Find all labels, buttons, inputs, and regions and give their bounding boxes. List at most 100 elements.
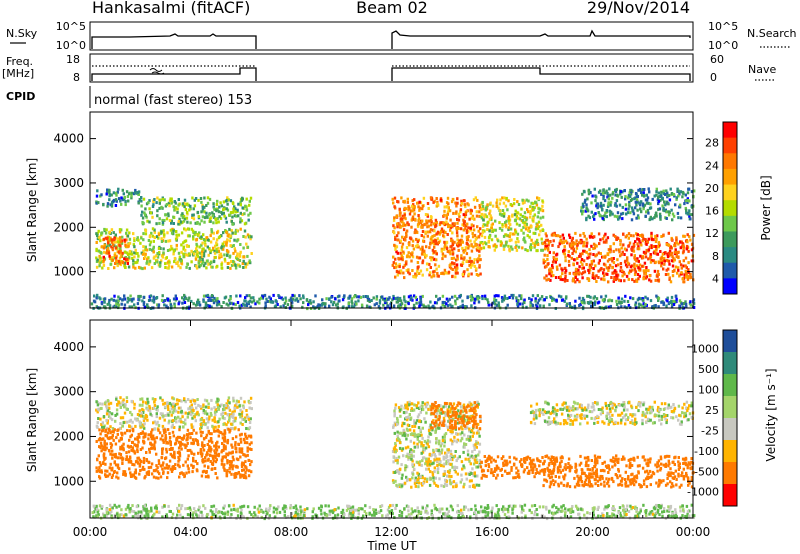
- data-cell: [676, 271, 679, 275]
- data-cell: [424, 255, 427, 259]
- data-cell: [231, 437, 235, 441]
- data-cell: [475, 295, 479, 299]
- data-cell: [630, 248, 634, 252]
- data-cell: [148, 259, 152, 263]
- data-cell: [456, 254, 459, 258]
- data-cell: [410, 259, 413, 263]
- data-cell: [216, 403, 219, 407]
- data-cell: [178, 465, 181, 469]
- data-cell: [623, 299, 626, 303]
- data-cell: [658, 207, 662, 211]
- data-cell: [420, 223, 424, 227]
- data-cell: [477, 229, 480, 233]
- data-cell: [638, 263, 642, 267]
- data-cell: [143, 266, 146, 270]
- data-cell: [459, 227, 463, 231]
- data-cell: [602, 194, 605, 198]
- data-cell: [136, 444, 139, 448]
- data-cell: [642, 191, 645, 195]
- data-cell: [193, 233, 196, 237]
- data-cell: [460, 202, 464, 205]
- data-cell: [443, 244, 447, 247]
- data-cell: [171, 467, 174, 471]
- data-cell: [552, 251, 555, 255]
- data-cell: [207, 402, 210, 406]
- data-cell: [407, 457, 410, 461]
- data-cell: [671, 270, 675, 273]
- data-cell: [660, 300, 663, 304]
- data-cell: [126, 251, 129, 255]
- data-cell: [514, 219, 517, 223]
- data-cell: [435, 258, 438, 262]
- data-cell: [111, 466, 114, 470]
- data-cell: [368, 305, 371, 309]
- data-cell: [568, 236, 572, 239]
- data-cell: [461, 303, 464, 307]
- data-cell: [469, 265, 473, 269]
- data-cell: [201, 258, 204, 261]
- data-cell: [521, 214, 524, 218]
- data-cell: [414, 275, 417, 279]
- data-cell: [121, 462, 124, 465]
- data-cell: [359, 295, 363, 299]
- data-cell: [636, 208, 639, 212]
- data-cell: [686, 199, 690, 202]
- data-cell: [637, 266, 640, 270]
- data-cell: [210, 413, 213, 417]
- data-cell: [212, 202, 215, 206]
- data-cell: [244, 464, 247, 468]
- data-cell: [475, 214, 479, 218]
- data-cell: [660, 195, 663, 199]
- data-cell: [159, 263, 162, 267]
- data-cell: [112, 243, 115, 247]
- data-cell: [211, 424, 214, 428]
- data-cell: [134, 468, 137, 472]
- data-cell: [166, 405, 170, 409]
- data-cell: [178, 451, 181, 455]
- data-cell: [227, 427, 230, 431]
- data-cell: [113, 256, 117, 260]
- data-cell: [560, 295, 563, 299]
- data-cell: [670, 305, 674, 309]
- data-cell: [114, 299, 118, 303]
- data-cell: [133, 443, 136, 447]
- data-cell: [504, 243, 508, 247]
- data-cell: [590, 210, 593, 214]
- data-cell: [603, 298, 606, 302]
- data-cell: [244, 474, 247, 478]
- data-cell: [238, 264, 242, 268]
- data-cell: [143, 426, 146, 430]
- data-cell: [446, 222, 449, 226]
- data-cell: [476, 248, 479, 252]
- data-cell: [114, 233, 117, 237]
- data-cell: [147, 400, 150, 404]
- data-cell: [331, 303, 335, 307]
- data-cell: [441, 303, 444, 307]
- data-cell: [247, 218, 250, 222]
- data-cell: [403, 276, 406, 280]
- data-cell: [228, 418, 231, 422]
- data-cell: [684, 269, 687, 273]
- data-cell: [172, 409, 175, 413]
- data-cell: [424, 305, 428, 309]
- data-cell: [130, 399, 133, 403]
- data-cell: [183, 295, 187, 299]
- data-cell: [202, 294, 206, 298]
- data-cell: [428, 273, 431, 277]
- data-cell: [224, 447, 227, 451]
- data-cell: [585, 263, 588, 266]
- data-cell: [437, 298, 440, 302]
- data-cell: [526, 234, 529, 238]
- data-cell: [172, 453, 176, 457]
- data-cell: [226, 469, 229, 473]
- data-cell: [649, 215, 652, 219]
- data-cell: [416, 265, 419, 269]
- data-cell: [192, 459, 195, 463]
- data-cell: [441, 254, 445, 258]
- data-cell: [468, 264, 471, 267]
- data-cell: [106, 469, 109, 473]
- data-cell: [185, 265, 188, 269]
- data-cell: [169, 452, 172, 456]
- data-cell: [200, 200, 203, 204]
- data-cell: [664, 251, 667, 254]
